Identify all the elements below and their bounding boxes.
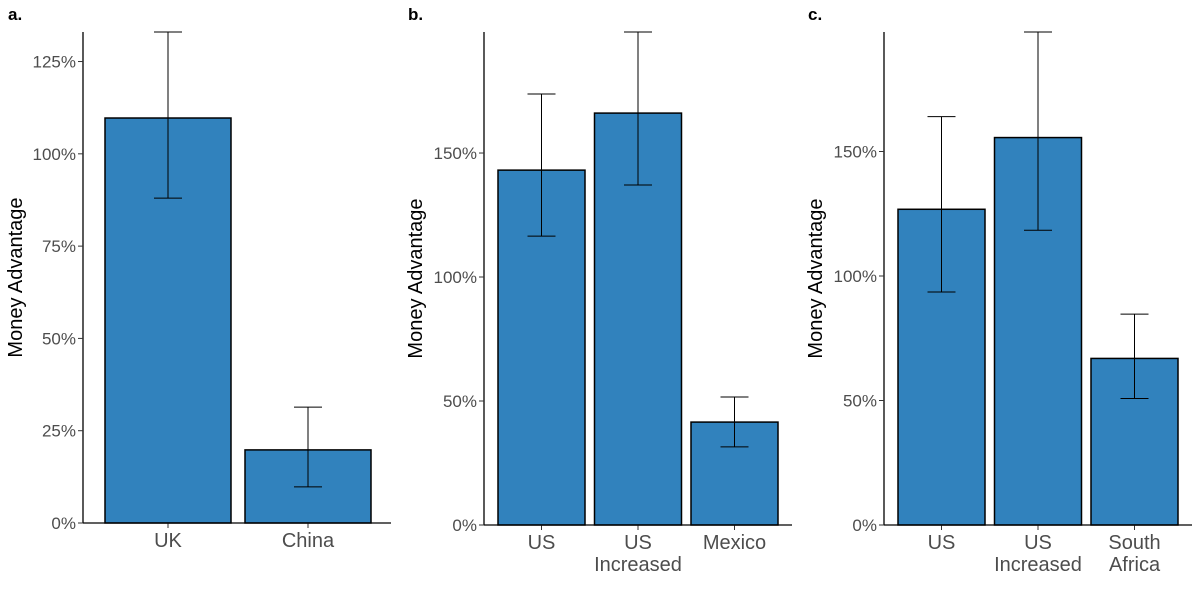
y-tick-label: 50% xyxy=(42,329,76,348)
x-tick-label-line: US xyxy=(528,532,556,554)
y-tick-label: 0% xyxy=(51,514,76,533)
y-tick-label: 75% xyxy=(42,237,76,256)
panel-label: b. xyxy=(408,5,423,24)
x-tick-label-line: UK xyxy=(154,530,182,552)
x-tick-label: US Increased xyxy=(994,532,1082,576)
y-tick-label: 100% xyxy=(434,268,477,287)
panel-label: a. xyxy=(8,5,22,24)
panel-label: c. xyxy=(808,5,822,24)
y-tick-label: 100% xyxy=(33,145,76,164)
y-tick-label: 0% xyxy=(852,516,877,535)
x-tick-label: US xyxy=(928,532,956,554)
x-tick-label-line: US xyxy=(624,532,652,554)
y-tick-label: 50% xyxy=(843,392,877,411)
bar xyxy=(593,112,683,526)
x-tick-label-line: South xyxy=(1108,532,1160,554)
x-tick-label-line: Increased xyxy=(994,554,1082,576)
y-tick-label: 100% xyxy=(834,267,877,286)
x-tick-label: China xyxy=(282,530,335,552)
x-tick-label-line: Africa xyxy=(1109,554,1161,576)
x-tick-label-line: US xyxy=(928,532,956,554)
x-tick-label: Mexico xyxy=(703,532,766,554)
y-tick-label: 25% xyxy=(42,422,76,441)
x-tick-label: US xyxy=(528,532,556,554)
y-axis-title: Money Advantage xyxy=(5,197,27,357)
y-tick-label: 150% xyxy=(434,144,477,163)
x-tick-label: South Africa xyxy=(1108,532,1161,576)
x-tick-label: US Increased xyxy=(594,532,682,576)
y-tick-label: 125% xyxy=(33,53,76,72)
x-tick-label-line: US xyxy=(1024,532,1052,554)
x-tick-label-line: Increased xyxy=(594,554,682,576)
y-tick-label: 150% xyxy=(834,143,877,162)
y-axis-title: Money Advantage xyxy=(405,198,427,358)
x-tick-label-line: China xyxy=(282,530,335,552)
x-tick-label-line: Mexico xyxy=(703,532,766,554)
x-tick-label: UK xyxy=(154,530,182,552)
y-tick-label: 50% xyxy=(443,392,477,411)
y-tick-label: 0% xyxy=(452,516,477,535)
panel-a: a. Money Advantage UK China 0% 25% 50% 75% 100% 1… xyxy=(5,5,391,552)
y-axis-title: Money Advantage xyxy=(805,198,827,358)
